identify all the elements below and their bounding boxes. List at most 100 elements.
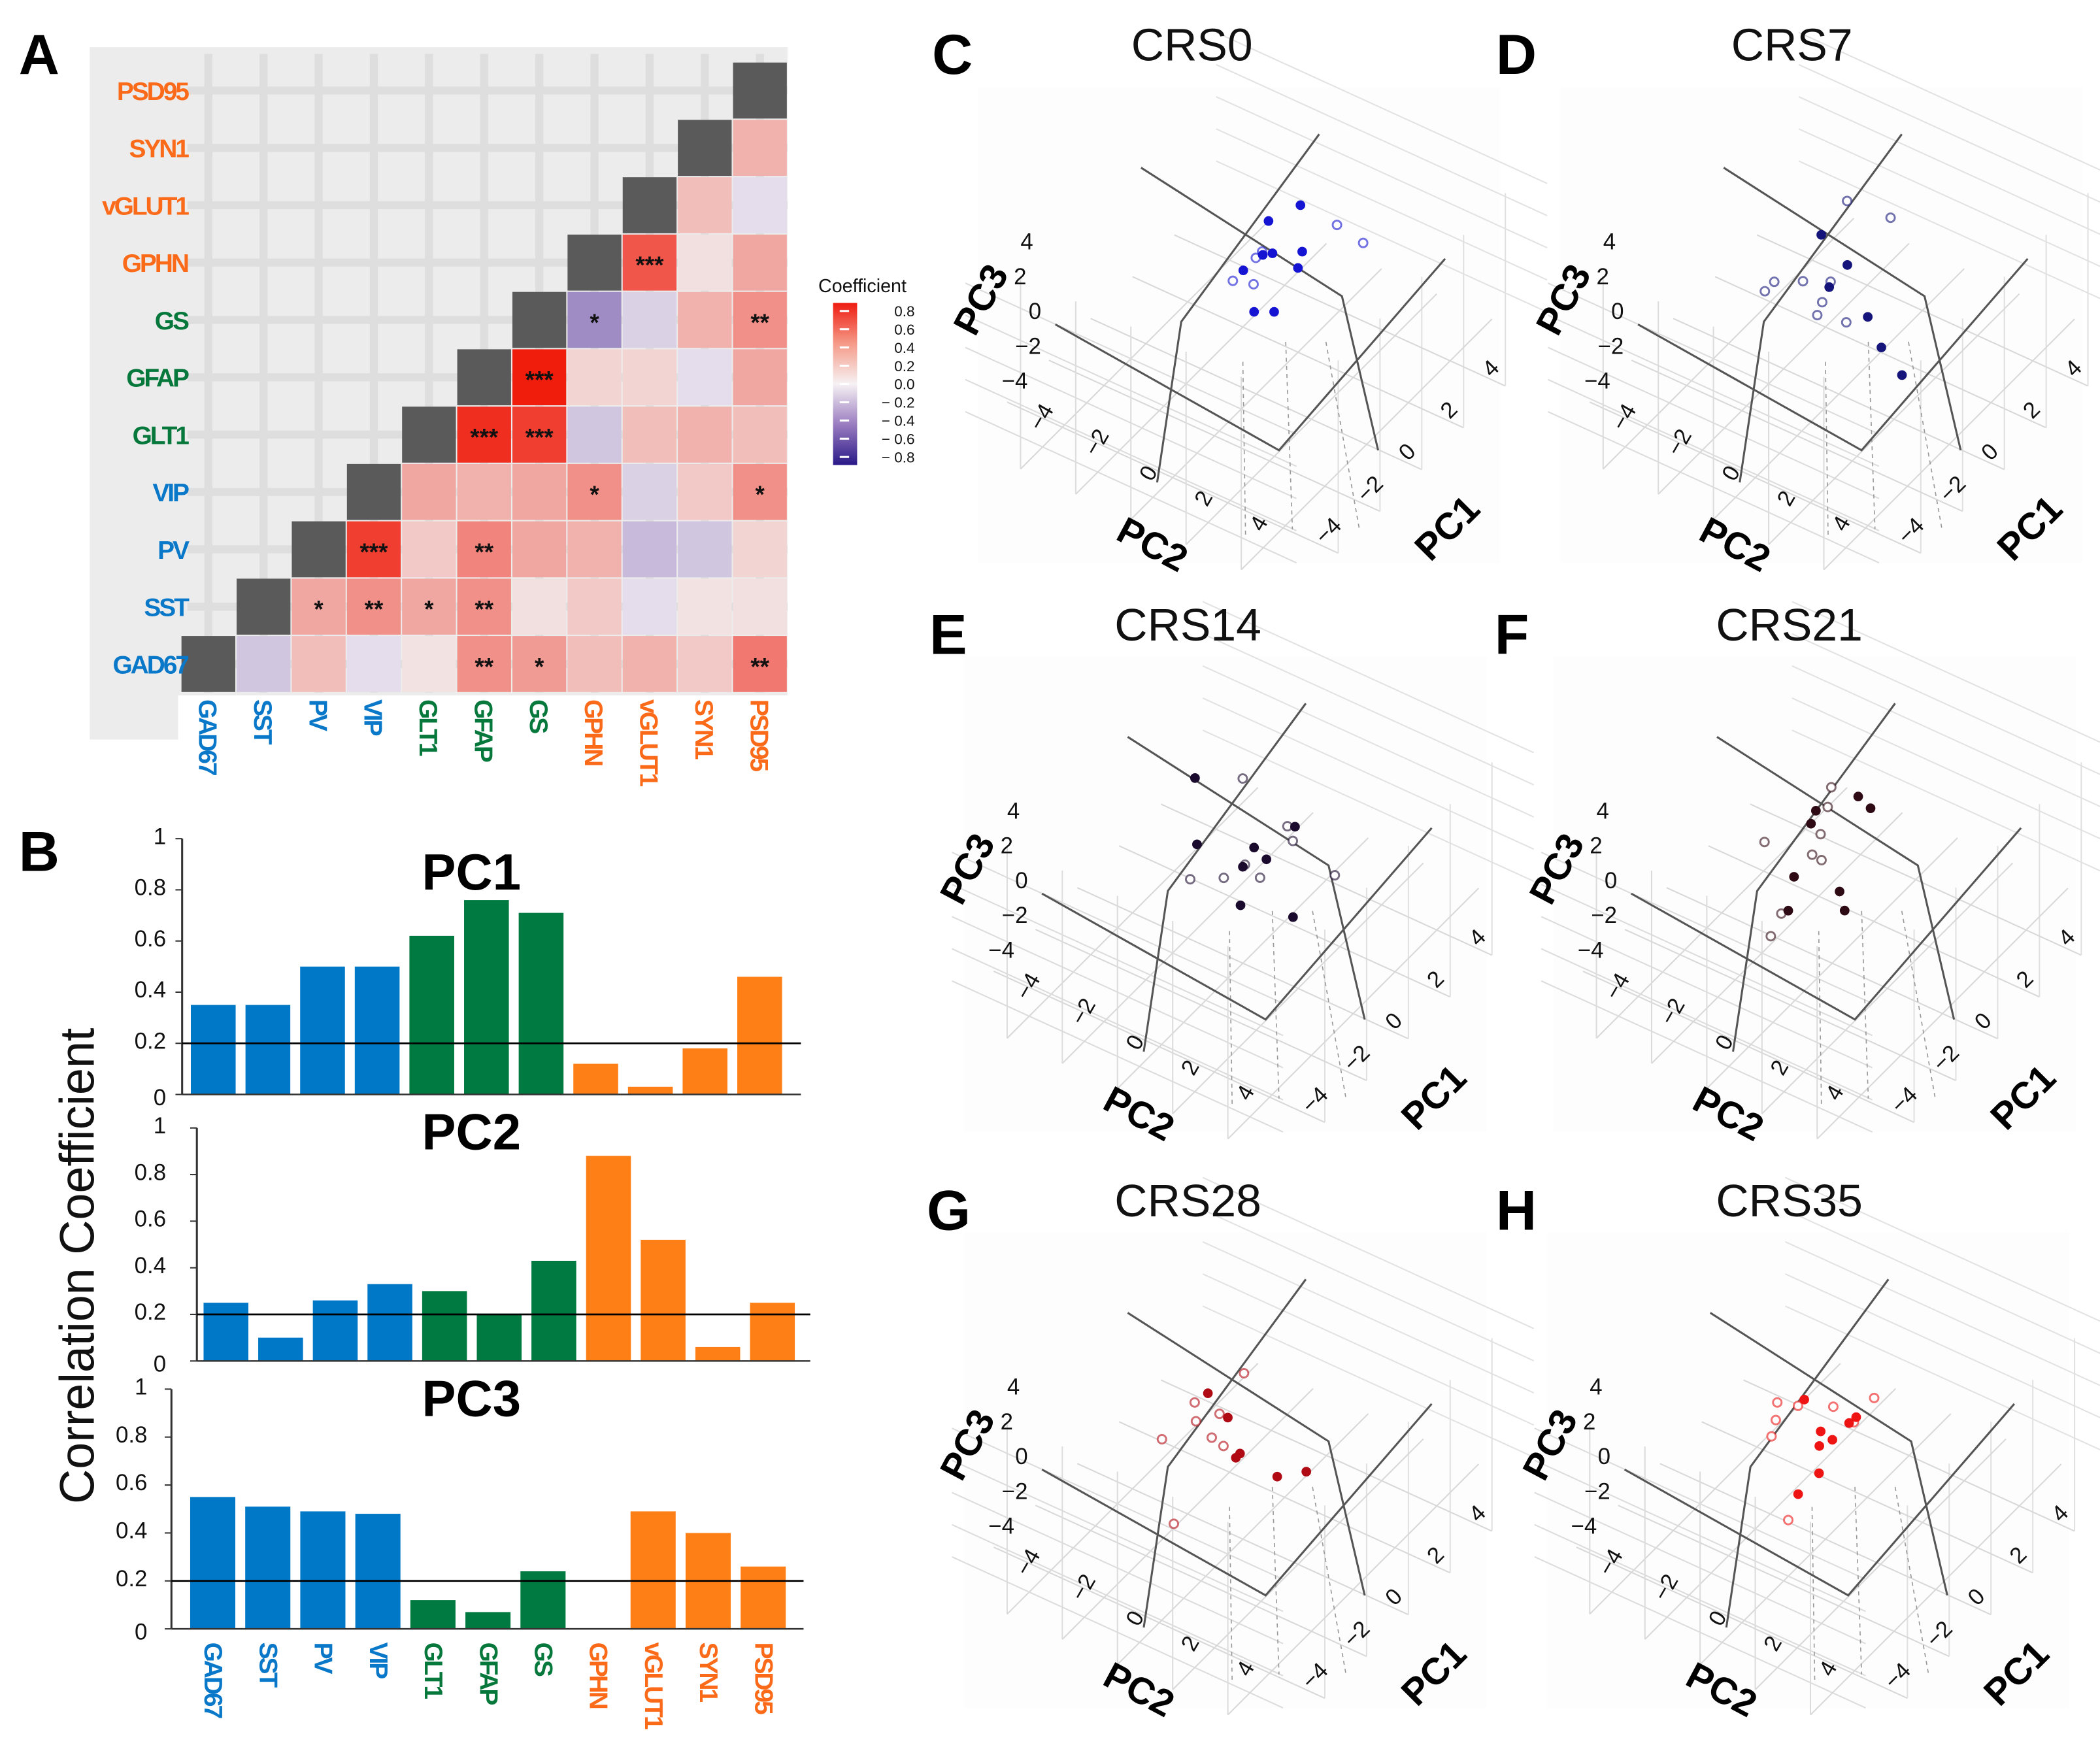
heatmap-cell	[733, 578, 787, 635]
panel-title-CRS7: CRS7	[1731, 20, 1853, 71]
heatmap-diagonal-cell	[181, 636, 235, 692]
chart-title-PC2: PC2	[422, 1105, 521, 1161]
significance-stars: **	[475, 653, 493, 680]
heatmap-diagonal-cell	[346, 463, 401, 520]
bar-PC2-SYN1	[695, 1346, 741, 1361]
bar-PC2-GAD67	[203, 1303, 249, 1361]
heatmap-cell	[457, 463, 511, 520]
axis-frame-line	[1624, 1403, 2016, 1597]
axis-frame-line	[1631, 827, 2022, 1021]
heatmap-cell	[512, 463, 567, 520]
heatmap-cell	[402, 636, 456, 692]
pc3-tick-label: 4	[1007, 1375, 1020, 1400]
open-point	[1214, 1409, 1225, 1420]
y-tick-label: 0.6	[135, 926, 166, 952]
grid-line	[1811, 1507, 1816, 1682]
filled-point	[1863, 312, 1873, 322]
open-point	[1190, 1416, 1201, 1427]
heatmap-cell	[512, 521, 567, 578]
colorbar-tick-label: 0.2	[894, 358, 914, 375]
pc3-tick-label: −4	[1002, 369, 1028, 394]
heatmap-cell	[346, 636, 401, 692]
filled-point	[1842, 260, 1852, 270]
filled-point	[1238, 265, 1248, 276]
y-tick-label: 0.8	[116, 1422, 147, 1448]
column-label-GPHN: GPHN	[579, 699, 607, 765]
column-label-VIP: VIP	[359, 699, 387, 736]
heatmap-cell	[512, 349, 567, 406]
filled-point	[1814, 1441, 1824, 1451]
x-tick-label-PV: PV	[309, 1643, 337, 1675]
heatmap-cell	[733, 521, 787, 578]
axis-frame-line	[1156, 133, 1320, 483]
grid-line	[1810, 1463, 2062, 1716]
grid-line	[1216, 96, 1548, 249]
pc3-tick-label: 0	[1015, 1444, 1027, 1469]
grid-line	[1785, 1176, 2100, 1322]
grid-line	[1825, 361, 1829, 537]
bar-PC2-vGLUT1	[641, 1239, 686, 1361]
bar-PC3-PV	[300, 1511, 346, 1629]
column-label-SYN1: SYN1	[690, 699, 718, 759]
row-label-GAD67: GAD67	[112, 651, 188, 679]
grid-line	[1202, 633, 1535, 786]
x-tick-label-VIP: VIP	[364, 1643, 392, 1679]
bar-PC2-GLT1	[422, 1291, 467, 1361]
filled-point	[1293, 263, 1303, 273]
axis-frame-line	[1054, 258, 1446, 452]
significance-stars: ***	[635, 252, 664, 278]
filled-point	[1231, 1452, 1241, 1463]
panel-title-CRS28: CRS28	[1114, 1175, 1261, 1226]
pc3-tick-label: 0	[1611, 299, 1624, 324]
filled-point	[1288, 912, 1298, 922]
filled-point	[1865, 803, 1876, 814]
grid-line	[1798, 63, 2100, 203]
heatmap-cell	[402, 578, 456, 635]
heatmap-cell	[567, 521, 622, 578]
bar-PC3-GLT1	[410, 1600, 456, 1629]
significance-stars: **	[475, 596, 493, 623]
pc3-tick-label: 2	[1014, 264, 1026, 290]
bar-PC1-PV	[300, 966, 345, 1095]
filled-point	[1190, 773, 1200, 783]
grid-line	[1241, 318, 1493, 571]
heatmap-cell	[457, 636, 511, 692]
grid-line	[1818, 931, 1822, 1105]
y-tick-label: 0.8	[135, 875, 166, 901]
grid-line	[1792, 633, 2100, 775]
filled-point	[1249, 842, 1259, 853]
pc3-tick-label: −2	[1598, 333, 1624, 359]
pc3-tick-label: 0	[1029, 299, 1041, 324]
pc3-tick-label: −4	[1584, 369, 1610, 394]
grid-line	[1271, 910, 1280, 1099]
heatmap-cell	[567, 463, 622, 520]
y-tick-label: 1	[135, 1375, 147, 1400]
open-point	[1807, 849, 1818, 860]
heatmap-cell	[457, 578, 511, 635]
y-tick-label: 1	[154, 824, 166, 849]
open-point	[1168, 1518, 1179, 1529]
grid-line	[1785, 1241, 2100, 1386]
grid-line	[1547, 282, 1880, 435]
filled-point	[1844, 1418, 1854, 1428]
filled-point	[1851, 1412, 1861, 1422]
y-tick-label: 0	[154, 1352, 166, 1377]
heatmap-cell	[733, 177, 787, 233]
filled-point	[1816, 229, 1826, 240]
y-tick-label: 0.2	[135, 1299, 166, 1325]
heatmap-cell	[622, 521, 677, 578]
grid-line	[1216, 31, 1548, 184]
y-axis-label: Correlation Coefficient	[50, 1028, 104, 1504]
axis-frame-line	[1141, 167, 1380, 451]
heatmap-cell	[733, 407, 787, 463]
panel-letter-A: A	[19, 24, 59, 86]
grid-line	[1227, 888, 1479, 1140]
row-label-VIP: VIP	[152, 479, 189, 507]
open-point	[1206, 1432, 1217, 1443]
filled-point	[1806, 818, 1816, 829]
heatmap-cell	[346, 521, 401, 578]
axis-frame-line	[1709, 1312, 1948, 1596]
y-tick-label: 0.2	[135, 1028, 166, 1054]
open-point	[1759, 286, 1771, 297]
